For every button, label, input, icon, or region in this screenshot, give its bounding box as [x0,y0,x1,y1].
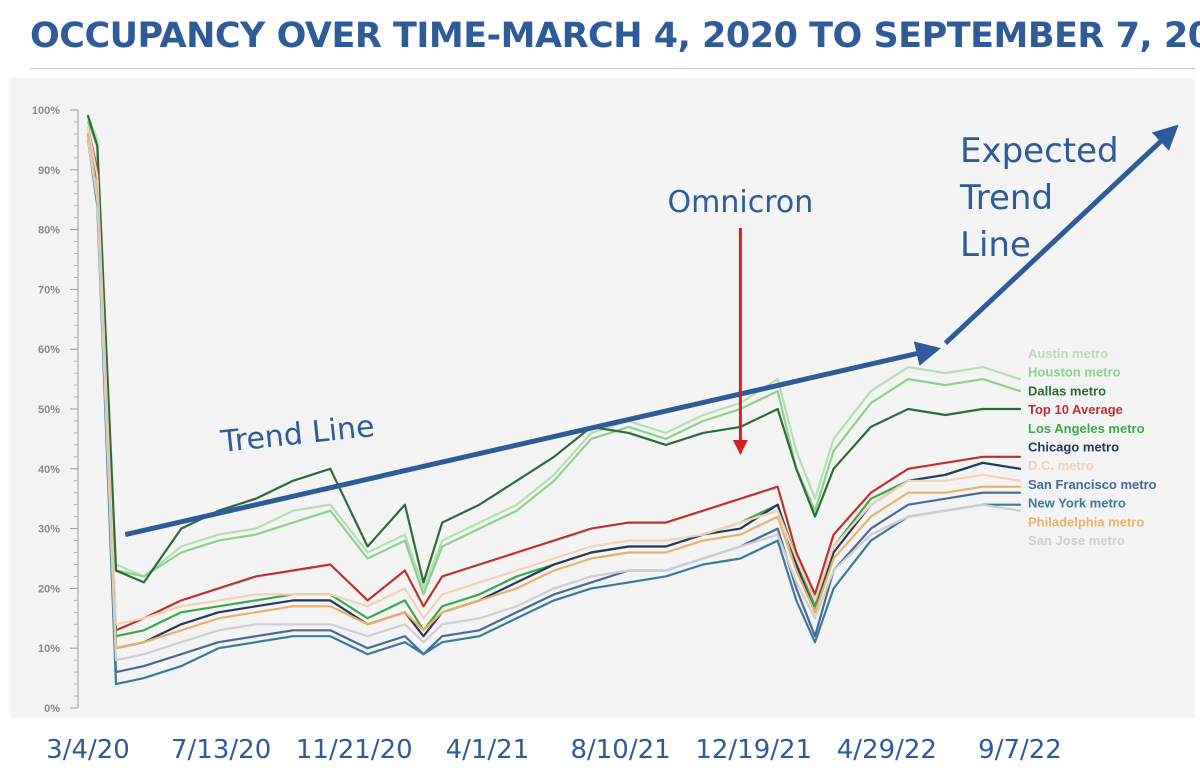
omicron-label: Omnicron [668,185,814,220]
expected-trend-arrow [943,124,1179,346]
series-line-new-york-metro [86,138,1022,686]
y-tick-label: 0% [44,703,60,715]
expected-trend-label: Trend [959,178,1053,218]
series-line-d-c-metro [86,126,1022,626]
x-tick-label: 4/1/21 [446,735,530,765]
x-tick-label: 3/4/20 [46,735,130,765]
series-line-austin-metro [86,114,1022,590]
legend-entry: Dallas metro [1028,383,1106,398]
chart-title: OCCUPANCY OVER TIME-MARCH 4, 2020 TO SEP… [30,16,1200,56]
title-divider [30,68,1195,69]
x-tick-label: 7/13/20 [171,735,271,765]
plot-background [10,78,1195,718]
series-lines [86,114,1022,686]
series-line-houston-metro [86,120,1022,596]
x-tick-label: 8/10/21 [570,735,670,765]
y-tick-label: 70% [38,284,60,296]
y-tick-label: 50% [38,404,60,416]
series-line-chicago-metro [86,132,1022,650]
legend-entry: San Jose metro [1028,533,1125,548]
legend-entry: Houston metro [1028,365,1121,380]
x-tick-label: 11/21/20 [296,735,413,765]
legend-entry: D.C. metro [1028,458,1094,473]
series-line-philadelphia-metro [86,132,1022,650]
y-tick-label: 40% [38,464,60,476]
y-tick-label: 100% [32,105,60,117]
legend-entry: Philadelphia metro [1028,514,1144,529]
legend-entry: Top 10 Average [1028,402,1123,417]
x-axis: 3/4/20 7/13/20 11/21/20 4/1/21 8/10/21 12/19/… [46,735,1062,765]
y-axis: 0% 10% 20% 30% 40% 50% 60% 70% 80% 90% 100% [32,105,79,715]
legend: Austin metro Houston metro Dallas metro Top… [1028,346,1157,548]
x-tick-label: 12/19/21 [695,735,812,765]
series-line-san-jose-metro [86,138,1022,662]
legend-entry: Chicago metro [1028,440,1119,455]
trend-line-arrow [124,341,941,538]
y-tick-label: 20% [38,583,60,595]
x-tick-label: 4/29/22 [837,735,937,765]
y-tick-label: 90% [38,165,60,177]
y-tick-label: 30% [38,524,60,536]
series-line-top-10-average [86,126,1022,632]
x-tick-label: 9/7/22 [978,735,1062,765]
y-tick-label: 80% [38,225,60,237]
y-tick-label: 10% [38,643,60,655]
legend-entry: Austin metro [1028,346,1108,361]
expected-trend-label: Line [960,225,1031,265]
y-tick-label: 60% [38,344,60,356]
legend-entry: New York metro [1028,496,1126,511]
legend-entry: Los Angeles metro [1028,421,1145,436]
expected-trend-label: Expected [960,131,1119,171]
legend-entry: San Francisco metro [1028,477,1157,492]
